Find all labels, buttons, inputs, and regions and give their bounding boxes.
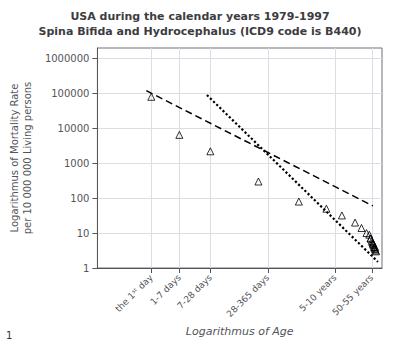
svg-text:50-55 years: 50-55 years xyxy=(330,272,375,317)
svg-text:Spina Bifida and Hydrocephalus: Spina Bifida and Hydrocephalus (ICD9 cod… xyxy=(39,25,362,38)
svg-text:1: 1 xyxy=(6,330,12,341)
svg-text:the 1ˢᵗ day: the 1ˢᵗ day xyxy=(113,272,155,314)
svg-text:100: 100 xyxy=(70,193,89,204)
svg-text:1-7 days: 1-7 days xyxy=(148,272,183,307)
svg-text:10000: 10000 xyxy=(58,123,90,134)
svg-text:USA during the calendar years: USA during the calendar years 1979-1997 xyxy=(70,10,329,23)
svg-text:28-365 days: 28-365 days xyxy=(225,272,272,319)
svg-text:5-10 years: 5-10 years xyxy=(297,272,339,314)
svg-text:1000000: 1000000 xyxy=(45,53,90,64)
svg-text:10: 10 xyxy=(77,228,90,239)
svg-text:7-28 days: 7-28 days xyxy=(175,272,214,311)
svg-text:Logarithmus of Mortality Rate: Logarithmus of Mortality Rate xyxy=(9,84,20,233)
svg-text:100000: 100000 xyxy=(51,88,89,99)
svg-text:1000: 1000 xyxy=(64,158,89,169)
svg-text:Logarithmus of Age: Logarithmus of Age xyxy=(186,325,294,338)
svg-text:1: 1 xyxy=(83,263,89,274)
svg-text:per 10 000 000 Living persons: per 10 000 000 Living persons xyxy=(22,82,33,235)
